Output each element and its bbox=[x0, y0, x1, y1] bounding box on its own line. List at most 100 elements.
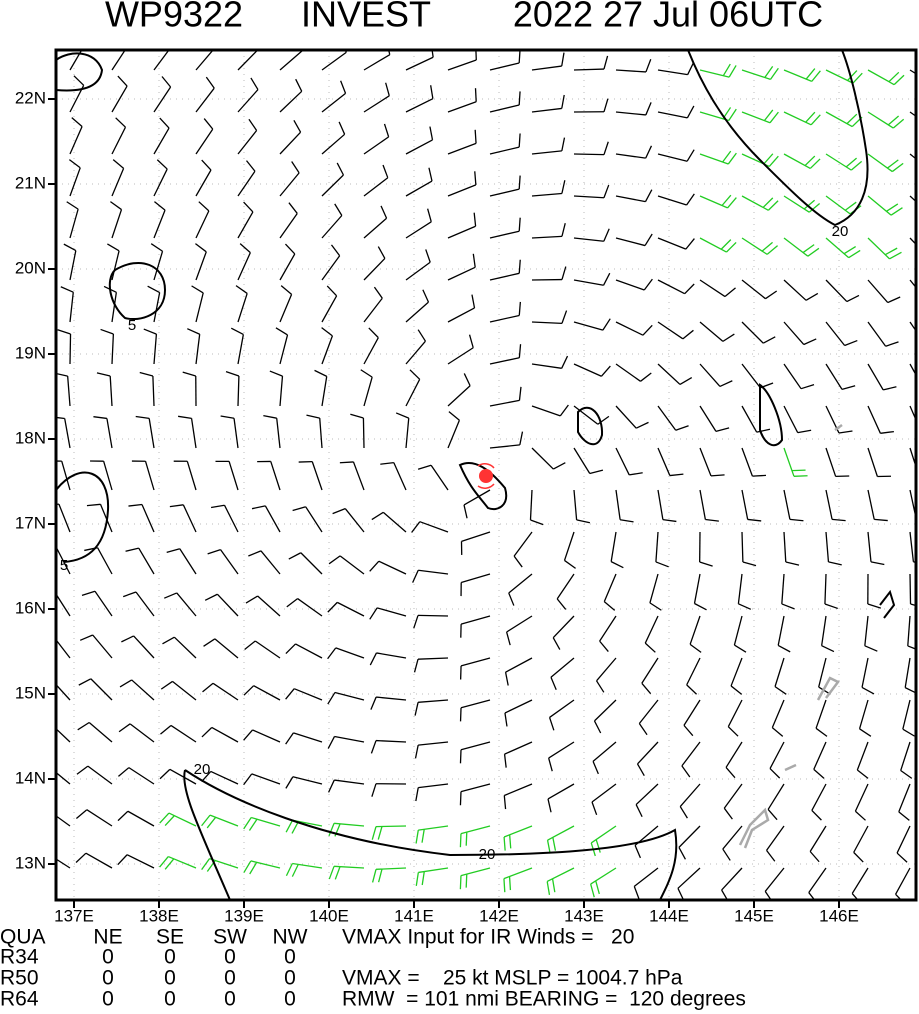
barb-feather bbox=[518, 386, 522, 401]
barb-feather bbox=[395, 412, 409, 419]
barb-feather bbox=[887, 115, 900, 126]
barb-feather bbox=[843, 245, 857, 255]
barb-staff bbox=[153, 127, 170, 155]
barb-feather bbox=[720, 239, 732, 250]
barb-staff bbox=[447, 266, 476, 281]
barb-staff bbox=[699, 447, 712, 477]
barb-feather bbox=[160, 680, 173, 690]
barb-staff bbox=[506, 615, 533, 633]
barb-staff bbox=[808, 867, 827, 893]
contour-label: 20 bbox=[479, 846, 496, 863]
barb-staff bbox=[87, 765, 113, 785]
barb-staff bbox=[657, 279, 685, 295]
barb-staff bbox=[657, 195, 687, 206]
barb-feather bbox=[645, 145, 653, 159]
barb-staff bbox=[867, 363, 884, 391]
barb-staff bbox=[531, 65, 562, 71]
barb-staff bbox=[321, 335, 334, 365]
barb-feather bbox=[766, 850, 776, 862]
barb-feather bbox=[56, 546, 57, 549]
barb-feather bbox=[474, 171, 477, 185]
barb-feather bbox=[853, 851, 864, 863]
barb-feather bbox=[811, 809, 822, 821]
barb-feather bbox=[41, 591, 54, 595]
barb-staff bbox=[657, 153, 688, 162]
barb-staff bbox=[172, 680, 197, 701]
barb-staff bbox=[237, 334, 244, 365]
barb-staff bbox=[169, 768, 197, 785]
barb-staff bbox=[783, 363, 802, 390]
barb-feather bbox=[100, 328, 114, 335]
barb-staff bbox=[67, 376, 71, 407]
barb-staff bbox=[547, 825, 575, 841]
barb-staff bbox=[615, 111, 646, 116]
barb-staff bbox=[811, 783, 827, 811]
barb-feather bbox=[248, 818, 258, 831]
barb-staff bbox=[460, 741, 491, 751]
barb-feather bbox=[328, 823, 335, 837]
barb-feather bbox=[75, 809, 88, 819]
barb-feather bbox=[321, 327, 333, 337]
barb-feather bbox=[159, 856, 169, 868]
barb-feather bbox=[791, 469, 806, 472]
barb-staff bbox=[321, 133, 346, 155]
barb-staff bbox=[131, 679, 155, 701]
barb-feather bbox=[383, 123, 390, 138]
barb-feather bbox=[551, 878, 556, 893]
barb-staff bbox=[644, 615, 659, 644]
barb-staff bbox=[69, 250, 77, 281]
barb-staff bbox=[223, 504, 239, 533]
barb-staff bbox=[253, 685, 281, 701]
barb-staff bbox=[111, 292, 117, 323]
barb-feather bbox=[847, 70, 858, 81]
barb-staff bbox=[896, 825, 911, 854]
barb-staff bbox=[655, 531, 659, 562]
barb-feather bbox=[508, 876, 512, 891]
barb-feather bbox=[669, 473, 684, 477]
barb-staff bbox=[489, 146, 520, 155]
barb-staff bbox=[590, 825, 617, 844]
barb-feather bbox=[591, 801, 598, 816]
barb-feather bbox=[636, 763, 645, 777]
barb-staff bbox=[818, 657, 827, 688]
barb-staff bbox=[153, 168, 168, 197]
barb-staff bbox=[741, 279, 766, 300]
barb-feather bbox=[371, 826, 377, 840]
barb-staff bbox=[405, 301, 429, 323]
barb-feather bbox=[77, 721, 90, 731]
barb-feather bbox=[738, 603, 752, 610]
barb-staff bbox=[781, 573, 785, 604]
barb-feather bbox=[76, 765, 89, 775]
barb-feather bbox=[846, 294, 860, 303]
barb-feather bbox=[243, 773, 253, 786]
barb-staff bbox=[825, 489, 833, 520]
barb-staff bbox=[460, 867, 491, 877]
barb-staff bbox=[405, 139, 433, 155]
barb-staff bbox=[733, 615, 743, 646]
barb-feather bbox=[118, 767, 130, 777]
barb-feather bbox=[285, 643, 296, 654]
barb-staff bbox=[173, 636, 197, 659]
barb-feather bbox=[503, 878, 506, 893]
barb-feather bbox=[828, 561, 842, 566]
barb-staff bbox=[376, 607, 407, 617]
barb-staff bbox=[909, 531, 915, 562]
barb-feather bbox=[561, 52, 565, 67]
barb-staff bbox=[615, 447, 630, 476]
barb-feather bbox=[813, 768, 825, 779]
barb-feather bbox=[768, 155, 779, 167]
barb-staff bbox=[635, 783, 659, 806]
barb-feather bbox=[561, 355, 569, 369]
barb-feather bbox=[730, 685, 743, 695]
lat-label: 13N bbox=[15, 853, 46, 872]
barb-feather bbox=[518, 50, 521, 64]
barb-feather bbox=[417, 329, 427, 342]
barb-staff bbox=[430, 464, 449, 491]
barb-staff bbox=[657, 405, 677, 431]
barb-feather bbox=[887, 159, 899, 169]
barb-staff bbox=[279, 334, 289, 365]
barb-staff bbox=[447, 347, 474, 365]
barb-feather bbox=[415, 829, 419, 844]
barb-feather bbox=[805, 292, 819, 301]
